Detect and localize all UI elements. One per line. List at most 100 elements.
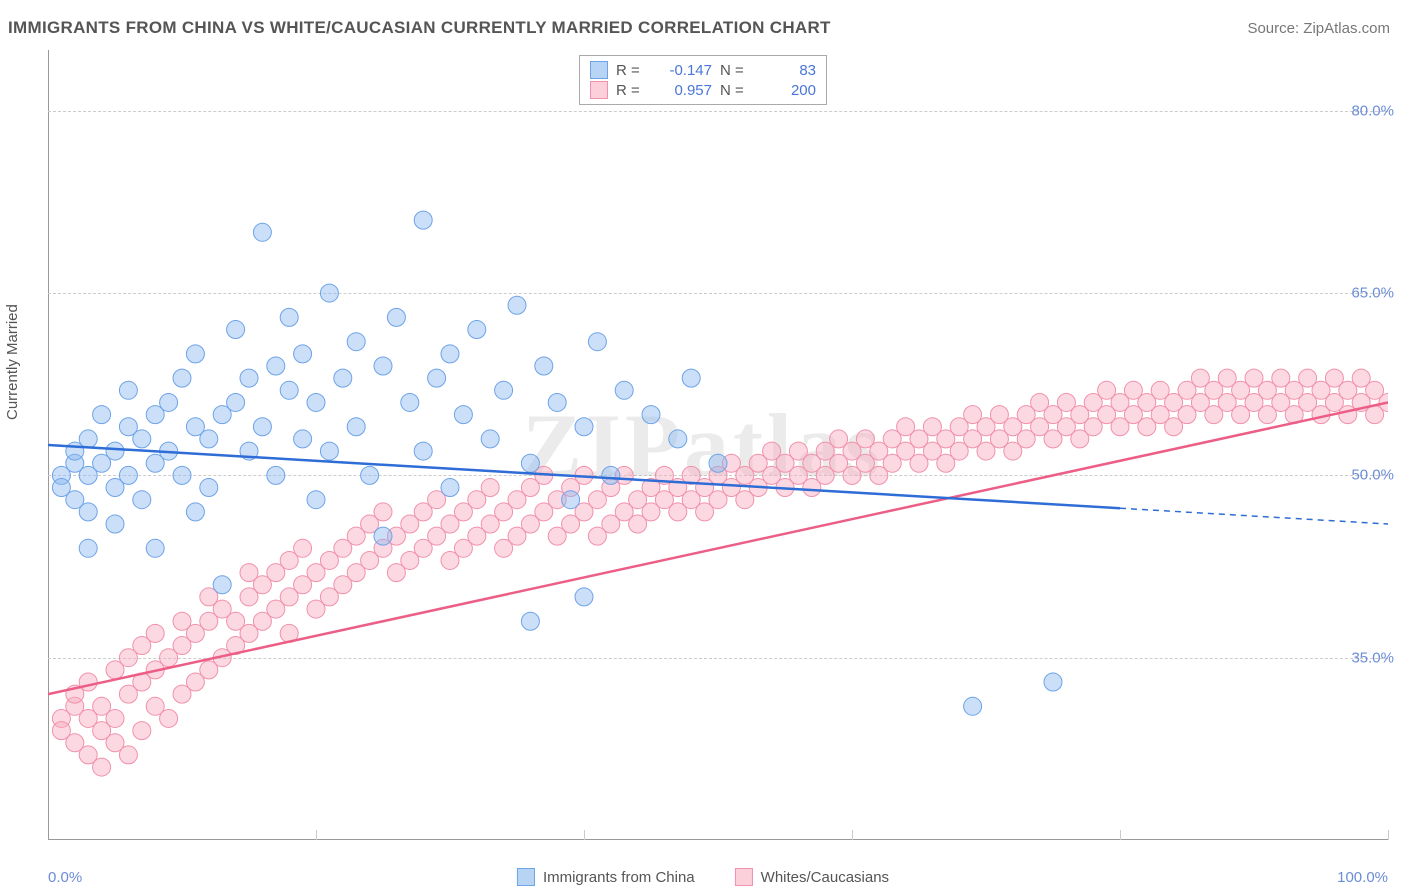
chart-title: IMMIGRANTS FROM CHINA VS WHITE/CAUCASIAN… — [8, 18, 831, 38]
regression-line-blue-dashed — [1120, 508, 1388, 524]
data-point — [146, 624, 164, 642]
data-point — [200, 479, 218, 497]
data-point — [320, 442, 338, 460]
data-point — [186, 503, 204, 521]
legend-label-white: Whites/Caucasians — [761, 869, 889, 886]
x-start-label: 0.0% — [48, 869, 82, 886]
data-point — [280, 381, 298, 399]
chart-container: IMMIGRANTS FROM CHINA VS WHITE/CAUCASIAN… — [0, 0, 1406, 892]
data-point — [133, 491, 151, 509]
data-point — [79, 539, 97, 557]
data-point — [387, 308, 405, 326]
data-point — [602, 466, 620, 484]
data-point — [521, 454, 539, 472]
data-point — [495, 381, 513, 399]
data-point — [401, 393, 419, 411]
data-point — [294, 345, 312, 363]
legend-series: Immigrants from China Whites/Caucasians — [517, 868, 889, 886]
data-point — [186, 345, 204, 363]
data-point — [347, 333, 365, 351]
data-point — [119, 746, 137, 764]
chart-svg — [48, 50, 1388, 840]
data-point — [93, 758, 111, 776]
legend-row-pink: R = 0.957 N = 200 — [590, 80, 816, 100]
data-point — [106, 442, 124, 460]
data-point — [575, 588, 593, 606]
data-point — [119, 381, 137, 399]
data-point — [79, 430, 97, 448]
legend-n-label-pink: N = — [720, 82, 750, 99]
data-point — [414, 211, 432, 229]
data-point — [106, 709, 124, 727]
legend-swatch-white — [735, 868, 753, 886]
legend-swatch-china — [517, 868, 535, 886]
data-point — [173, 466, 191, 484]
data-point — [320, 284, 338, 302]
data-point — [535, 357, 553, 375]
legend-item-white: Whites/Caucasians — [735, 868, 889, 886]
data-point — [521, 612, 539, 630]
data-point — [307, 393, 325, 411]
gridline-v — [1388, 830, 1389, 840]
legend-r-value-pink: 0.957 — [654, 82, 712, 99]
data-point — [347, 418, 365, 436]
data-point — [562, 491, 580, 509]
data-point — [454, 406, 472, 424]
legend-n-label-blue: N = — [720, 62, 750, 79]
data-point — [79, 503, 97, 521]
data-point — [267, 357, 285, 375]
data-point — [414, 442, 432, 460]
data-point — [964, 697, 982, 715]
legend-n-value-pink: 200 — [758, 82, 816, 99]
data-point — [709, 454, 727, 472]
data-point — [1044, 673, 1062, 691]
legend-item-china: Immigrants from China — [517, 868, 695, 886]
y-axis-label: Currently Married — [4, 304, 21, 420]
data-point — [307, 491, 325, 509]
data-point — [468, 321, 486, 339]
legend-r-label-pink: R = — [616, 82, 646, 99]
data-point — [227, 393, 245, 411]
data-point — [240, 369, 258, 387]
data-point — [374, 357, 392, 375]
data-point — [575, 418, 593, 436]
data-point — [588, 333, 606, 351]
legend-swatch-blue — [590, 61, 608, 79]
data-point — [548, 393, 566, 411]
data-point — [294, 430, 312, 448]
data-point — [374, 527, 392, 545]
x-end-label: 100.0% — [1337, 869, 1388, 886]
legend-label-china: Immigrants from China — [543, 869, 695, 886]
data-point — [160, 709, 178, 727]
data-point — [200, 430, 218, 448]
data-point — [253, 223, 271, 241]
data-point — [508, 296, 526, 314]
data-point — [374, 503, 392, 521]
legend-correlation: R = -0.147 N = 83 R = 0.957 N = 200 — [579, 55, 827, 105]
data-point — [428, 369, 446, 387]
data-point — [173, 369, 191, 387]
source-label: Source: ZipAtlas.com — [1247, 20, 1390, 37]
data-point — [160, 393, 178, 411]
data-point — [669, 430, 687, 448]
legend-n-value-blue: 83 — [758, 62, 816, 79]
data-point — [227, 321, 245, 339]
data-point — [441, 479, 459, 497]
data-point — [481, 479, 499, 497]
data-point — [253, 418, 271, 436]
data-point — [334, 369, 352, 387]
data-point — [481, 430, 499, 448]
data-point — [146, 539, 164, 557]
data-point — [280, 308, 298, 326]
data-point — [133, 722, 151, 740]
data-point — [93, 406, 111, 424]
legend-r-value-blue: -0.147 — [654, 62, 712, 79]
data-point — [642, 406, 660, 424]
data-point — [267, 466, 285, 484]
data-point — [615, 381, 633, 399]
data-point — [79, 673, 97, 691]
data-point — [119, 466, 137, 484]
data-point — [682, 369, 700, 387]
legend-row-blue: R = -0.147 N = 83 — [590, 60, 816, 80]
data-point — [294, 539, 312, 557]
